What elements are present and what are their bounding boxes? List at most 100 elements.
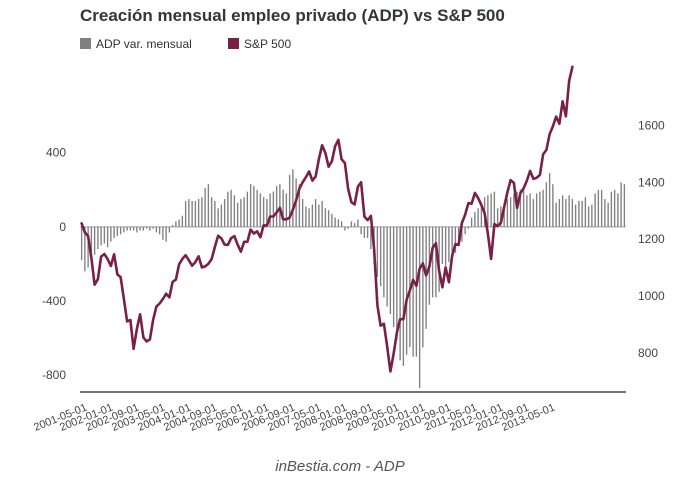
y-left-tick-label: -400 <box>42 294 66 308</box>
adp-bar <box>126 226 128 231</box>
adp-bar <box>194 200 197 227</box>
adp-bar <box>266 199 268 227</box>
adp-bar <box>594 193 596 227</box>
adp-bar <box>331 213 333 227</box>
adp-bar <box>412 226 414 357</box>
adp-bar <box>207 184 210 227</box>
adp-bar <box>477 208 479 227</box>
adp-bar <box>217 208 219 227</box>
adp-bar <box>464 226 466 235</box>
adp-bar <box>113 226 115 238</box>
adp-bar <box>282 189 284 227</box>
adp-bar <box>451 226 453 261</box>
adp-bar <box>243 197 245 227</box>
chart-title: Creación mensual empleo privado (ADP) vs… <box>80 6 505 25</box>
adp-bar <box>149 226 151 231</box>
adp-bar <box>444 226 447 266</box>
adp-bar <box>431 226 434 298</box>
y-left-tick-label: -800 <box>42 368 66 382</box>
adp-bar <box>139 226 141 231</box>
adp-bar <box>93 226 96 255</box>
adp-bar <box>613 189 616 227</box>
adp-bar <box>604 199 606 227</box>
adp-bar <box>155 226 158 233</box>
legend-item-sp500[interactable]: S&P 500 <box>228 37 291 51</box>
adp-bar <box>116 226 119 237</box>
legend-item-adp[interactable]: ADP var. mensual <box>80 37 192 51</box>
y-right-tick-label: 1600 <box>638 118 665 132</box>
adp-bar <box>253 186 255 227</box>
adp-bar <box>347 226 349 229</box>
adp-bar <box>223 199 226 227</box>
adp-bar <box>568 195 570 227</box>
adp-bar <box>600 189 603 227</box>
adp-bar <box>623 184 626 227</box>
adp-bar <box>184 200 187 227</box>
legend-swatch-adp <box>80 38 91 49</box>
adp-bar <box>565 199 567 227</box>
adp-bar <box>506 199 509 227</box>
adp-bar <box>344 226 346 231</box>
adp-bar <box>249 184 252 227</box>
adp-bar <box>181 215 184 227</box>
adp-bar <box>90 226 93 259</box>
adp-bar <box>129 226 132 231</box>
adp-bar <box>545 182 548 227</box>
adp-bar <box>84 226 86 272</box>
adp-bar <box>389 226 392 314</box>
adp-bar <box>311 204 314 227</box>
adp-bar <box>360 226 362 235</box>
adp-bar <box>555 202 557 227</box>
adp-bar <box>279 184 281 227</box>
adp-bar <box>513 193 515 227</box>
adp-bar <box>620 182 622 227</box>
adp-bar <box>405 226 408 355</box>
adp-bar <box>509 197 512 227</box>
adp-bar <box>288 174 291 227</box>
adp-bar <box>314 199 317 227</box>
adp-bar <box>204 187 206 227</box>
adp-bar <box>496 208 499 227</box>
adp-bar <box>607 202 609 227</box>
adp-bar <box>353 223 356 227</box>
adp-bar <box>516 191 518 227</box>
adp-bar <box>399 226 401 361</box>
y-right-tick-label: 1000 <box>638 289 665 303</box>
adp-bar <box>100 226 102 246</box>
adp-bar <box>438 226 440 292</box>
adp-bar <box>526 195 528 227</box>
adp-bar <box>425 226 427 329</box>
adp-bar <box>256 189 258 227</box>
adp-bar <box>474 212 476 227</box>
adp-bar <box>490 193 492 227</box>
adp-bar <box>197 199 200 227</box>
adp-bar <box>158 226 161 235</box>
adp-bar <box>119 226 122 235</box>
y-right-tick-label: 800 <box>638 346 658 360</box>
adp-bar <box>340 221 343 227</box>
adp-bar <box>519 189 522 227</box>
adp-bar <box>415 226 418 357</box>
adp-bar <box>467 226 470 229</box>
y-left-tick-label: 400 <box>46 146 66 160</box>
adp-bar <box>230 189 232 227</box>
adp-bar <box>188 199 190 227</box>
adp-bar <box>308 208 310 227</box>
adp-bar <box>402 226 405 366</box>
adp-bar <box>396 226 398 340</box>
adp-bar <box>142 226 145 231</box>
adp-bar <box>539 191 541 227</box>
adp-bar <box>145 226 148 229</box>
adp-bar <box>87 226 89 268</box>
y-right-tick-label: 1400 <box>638 175 665 189</box>
adp-bar <box>201 197 203 227</box>
adp-bar <box>132 226 135 231</box>
adp-bar <box>454 226 457 253</box>
adp-bar <box>123 226 125 233</box>
adp-bar <box>233 195 236 227</box>
adp-bar <box>337 219 340 227</box>
adp-bar <box>103 226 106 244</box>
adp-bar <box>366 226 369 238</box>
adp-bar <box>259 193 262 227</box>
adp-bar <box>548 173 551 227</box>
